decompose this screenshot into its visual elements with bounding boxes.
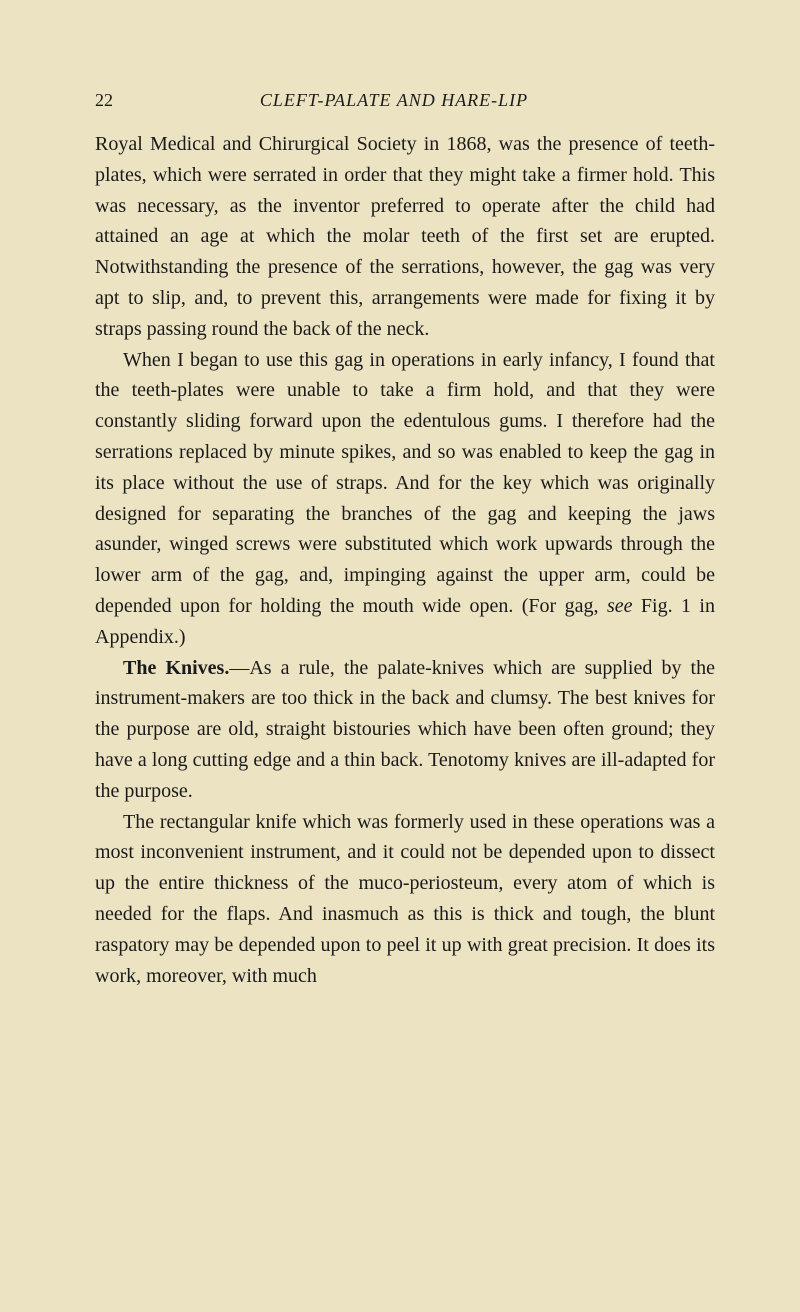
para1-text: Royal Medical and Chirurgical Society in… bbox=[95, 133, 715, 340]
paragraph-4: The rectangular knife which was formerly… bbox=[95, 807, 715, 992]
section-heading-knives: The Knives. bbox=[123, 657, 229, 679]
para2-italic-see: see bbox=[607, 595, 633, 617]
body-text: Royal Medical and Chirurgical Society in… bbox=[95, 129, 715, 991]
page-header: 22 CLEFT-PALATE AND HARE-LIP bbox=[95, 90, 715, 111]
para2-text-1: When I began to use this gag in operatio… bbox=[95, 349, 715, 617]
running-title: CLEFT-PALATE AND HARE-LIP bbox=[113, 90, 715, 111]
paragraph-1: Royal Medical and Chirurgical Society in… bbox=[95, 129, 715, 345]
book-page: 22 CLEFT-PALATE AND HARE-LIP Royal Medic… bbox=[0, 0, 800, 1312]
page-number: 22 bbox=[95, 90, 113, 111]
paragraph-2: When I began to use this gag in operatio… bbox=[95, 345, 715, 653]
para4-text-1: The rectangular knife which was formerly… bbox=[95, 811, 715, 987]
paragraph-3: The Knives.—As a rule, the palate-knives… bbox=[95, 653, 715, 807]
